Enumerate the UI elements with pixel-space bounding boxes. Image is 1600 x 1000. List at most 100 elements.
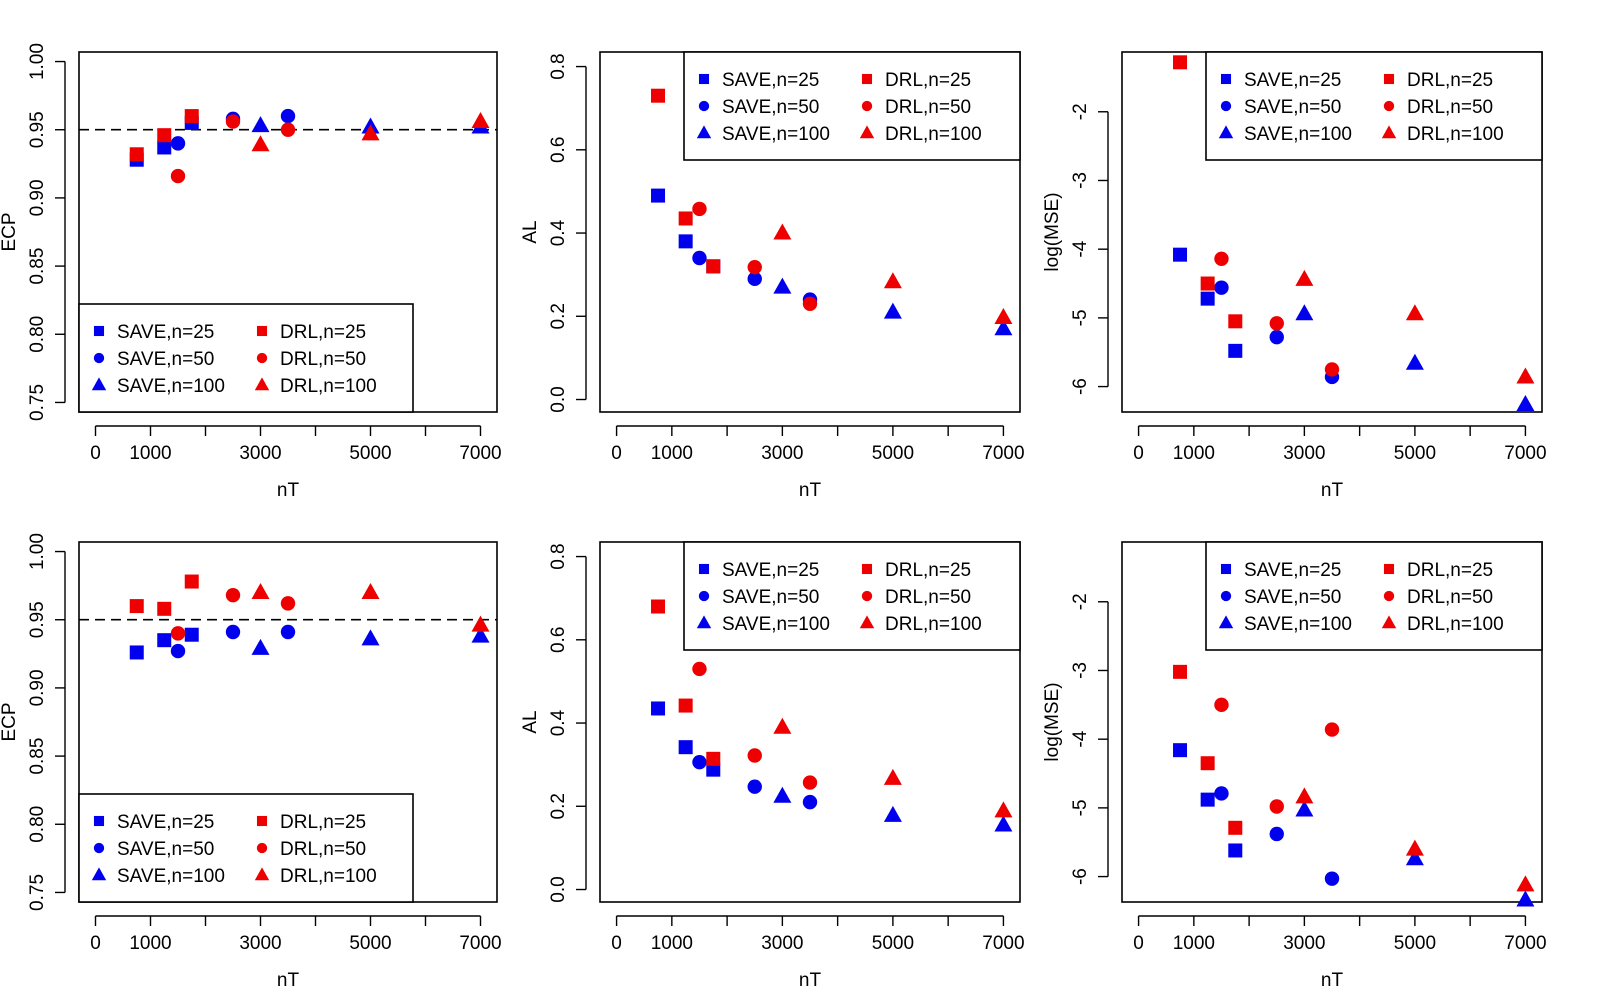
legend-label-save-n50: SAVE,n=50	[722, 587, 819, 608]
legend-marker-save-n25	[93, 325, 105, 337]
legend-marker-save-n100	[91, 867, 107, 881]
data-point-save-circle	[692, 754, 707, 770]
x-tick-label: 0	[611, 933, 622, 954]
x-tick-label: 7000	[1504, 443, 1546, 464]
y-tick-label: 0.80	[27, 806, 48, 843]
y-tick-label: 0.75	[27, 384, 48, 421]
data-point-drl-square	[1228, 820, 1243, 835]
legend-label-drl-n50: DRL,n=50	[885, 97, 971, 118]
data-point-save-circle	[1214, 280, 1229, 295]
x-tick-label: 1000	[1173, 443, 1215, 464]
data-point-drl-circle	[1214, 697, 1229, 713]
y-tick-label: 0.2	[548, 793, 569, 819]
data-point-save-square	[1173, 743, 1188, 758]
x-tick-label: 5000	[349, 443, 391, 464]
data-point-save-circle	[1214, 786, 1229, 801]
y-axis-title: AL	[520, 710, 541, 733]
legend-marker-save-n25	[93, 815, 105, 827]
data-point-drl-triangle	[773, 223, 792, 240]
data-point-save-circle	[225, 624, 241, 640]
legend-label-save-n50: SAVE,n=50	[117, 349, 214, 370]
x-tick-label: 3000	[761, 933, 803, 954]
data-point-save-triangle	[994, 815, 1013, 832]
y-tick-label: 0.95	[27, 601, 48, 638]
data-point-drl-square	[1173, 664, 1188, 679]
data-point-drl-triangle	[361, 124, 380, 141]
data-point-drl-square	[1200, 756, 1215, 771]
legend-label-save-n100: SAVE,n=100	[722, 614, 830, 635]
x-tick-label: 1000	[1173, 933, 1215, 954]
legend-label-save-n100: SAVE,n=100	[1244, 124, 1352, 145]
data-point-drl-triangle	[1516, 367, 1535, 384]
legend-marker-save-n50	[698, 100, 710, 112]
data-point-save-triangle	[1405, 849, 1424, 866]
data-point-save-circle	[802, 794, 818, 810]
y-tick-label: -6	[1070, 378, 1091, 395]
data-point-save-circle	[747, 271, 762, 287]
legend-label-save-n25: SAVE,n=25	[117, 812, 214, 833]
legend-label-save-n50: SAVE,n=50	[1244, 587, 1341, 608]
data-point-drl-circle	[225, 114, 241, 129]
panel-top-middle: 0 1000 3000 5000 7000 nT 0.0 0.2 0.4 0.6 0.8 AL SAVE…	[520, 51, 1025, 501]
legend-label-drl-n25: DRL,n=25	[1407, 560, 1493, 581]
data-point-drl-triangle	[994, 308, 1013, 325]
legend-label-save-n25: SAVE,n=25	[1244, 560, 1341, 581]
data-point-save-circle	[280, 108, 296, 124]
legend-label-save-n25: SAVE,n=25	[1244, 70, 1341, 91]
legend-label-save-n50: SAVE,n=50	[1244, 97, 1341, 118]
legend-label-drl-n100: DRL,n=100	[1407, 124, 1504, 145]
legend-label-drl-n25: DRL,n=25	[885, 560, 971, 581]
data-point-drl-circle	[1324, 722, 1340, 737]
legend-marker-drl-n25	[256, 325, 268, 337]
data-point-save-square	[678, 234, 693, 249]
x-axis-title: nT	[1321, 970, 1344, 991]
data-point-drl-square	[651, 599, 666, 614]
x-axis-title: nT	[1321, 480, 1344, 501]
x-tick-label: 3000	[761, 443, 803, 464]
data-point-drl-circle	[280, 596, 296, 611]
data-point-drl-square	[184, 109, 199, 124]
legend-marker-drl-n25	[861, 563, 873, 575]
y-tick-label: 0.75	[27, 874, 48, 911]
data-point-drl-triangle	[251, 582, 270, 599]
data-point-drl-square	[651, 88, 666, 103]
legend-label-drl-n25: DRL,n=25	[280, 812, 366, 833]
x-tick-label: 3000	[239, 933, 281, 954]
legend-label-save-n50: SAVE,n=50	[117, 839, 214, 860]
legend-marker-drl-n100	[859, 125, 875, 139]
y-tick-label: 0.2	[548, 303, 569, 329]
legend-marker-drl-n25	[1383, 563, 1395, 575]
y-tick-label: -3	[1070, 662, 1091, 679]
legend-label-drl-n100: DRL,n=100	[280, 376, 377, 397]
legend-label-drl-n25: DRL,n=25	[1407, 70, 1493, 91]
legend-label-drl-n50: DRL,n=50	[885, 587, 971, 608]
x-axis-title: nT	[277, 970, 300, 991]
x-tick-label: 7000	[1504, 933, 1546, 954]
data-point-save-triangle	[883, 805, 902, 822]
x-tick-label: 5000	[872, 933, 914, 954]
y-tick-label: 0.95	[27, 111, 48, 148]
data-point-drl-square	[129, 147, 144, 162]
legend: SAVE,n=25 SAVE,n=50 SAVE,n=100 DRL,n=25 DRL,…	[1205, 541, 1543, 651]
y-axis-title: ECP	[0, 212, 20, 251]
legend-label-drl-n50: DRL,n=50	[1407, 587, 1493, 608]
y-tick-label: 0.0	[548, 876, 569, 902]
legend-marker-drl-n50	[256, 842, 268, 854]
data-point-save-circle	[1324, 871, 1340, 886]
legend-marker-save-n100	[696, 615, 712, 629]
data-point-drl-circle	[692, 201, 707, 217]
y-tick-label: 0.6	[548, 137, 569, 163]
y-axis-title: ECP	[0, 702, 20, 741]
data-point-save-square	[157, 633, 172, 648]
panel-top-right: 0 1000 3000 5000 7000 nT -6 -5 -4 -3 -2 log(MSE) SAV…	[1042, 51, 1547, 501]
data-point-save-square	[651, 701, 666, 716]
data-point-drl-circle	[1324, 362, 1340, 377]
data-point-save-triangle	[1295, 304, 1314, 321]
data-point-drl-triangle	[994, 801, 1013, 818]
y-tick-label: 0.4	[548, 219, 569, 246]
data-point-drl-circle	[1269, 316, 1284, 331]
legend-marker-drl-n50	[861, 100, 873, 112]
y-tick-label: 0.90	[27, 179, 48, 216]
data-point-drl-circle	[802, 775, 818, 790]
x-tick-label: 0	[1133, 933, 1144, 954]
